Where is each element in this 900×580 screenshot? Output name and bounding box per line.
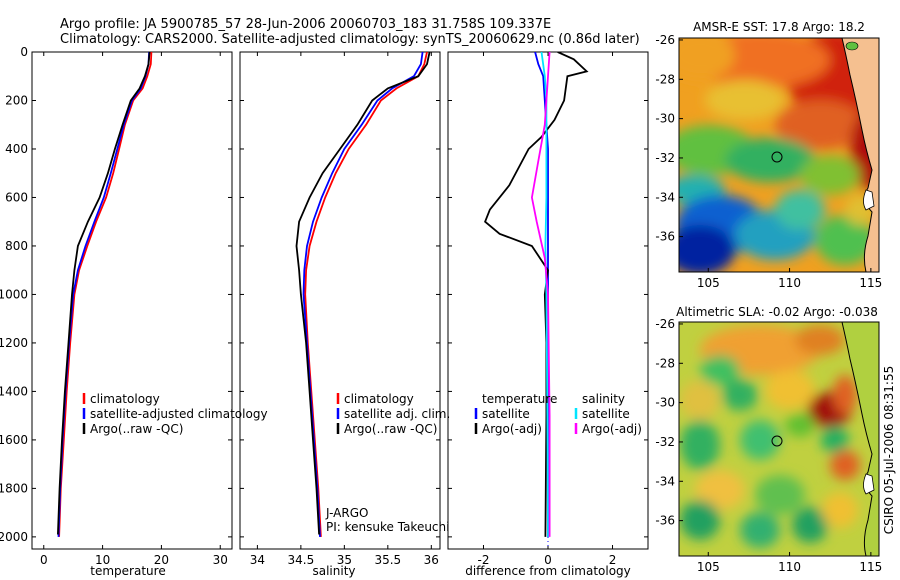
legend-label-temp-argo: Argo(-adj)	[482, 422, 542, 436]
annotation-program: J-ARGO	[325, 506, 368, 520]
sla-map-axes: 105 110 115 -26 -28 -30 -32 -34 -36	[655, 317, 882, 574]
series-line-satellite	[540, 52, 549, 537]
temperature-plot-frame	[31, 51, 233, 550]
x-tick-label: 20	[154, 553, 169, 567]
x-tick-label: 10	[95, 553, 110, 567]
sst-map-title: AMSR-E SST: 17.8 Argo: 18.2	[693, 20, 865, 34]
legend-label-sal-satellite: satellite	[582, 407, 630, 421]
salinity-series	[295, 52, 431, 537]
argo-location-marker	[771, 151, 783, 163]
y-tick-label: 400	[5, 142, 28, 156]
x-tick-label: 35.5	[374, 553, 401, 567]
y-tick-label: 200	[5, 93, 28, 107]
lon-tick-label: 110	[778, 560, 801, 574]
difference-xlabel: difference from climatology	[465, 564, 631, 578]
x-tick-label: 36	[424, 553, 439, 567]
lon-tick-label: 105	[697, 560, 720, 574]
y-tick-label: 2000	[0, 530, 28, 544]
lat-tick-label: -30	[655, 396, 675, 410]
australia-landmass	[841, 38, 879, 272]
lat-tick-label: -32	[655, 435, 675, 449]
legend-label-temp-satellite: satellite	[482, 407, 530, 421]
sst-map-axes: 105 110 115 -26 -28 -30 -32 -34 -36	[655, 33, 882, 290]
x-tick-label: 34.5	[288, 553, 315, 567]
lat-tick-label: -34	[655, 474, 675, 488]
australia-landmass	[841, 322, 879, 556]
y-tick-label: 1200	[0, 336, 28, 350]
sla-map-title: Altimetric SLA: -0.02 Argo: -0.038	[676, 305, 878, 319]
y-tick-label: 1000	[0, 287, 28, 301]
lat-tick-label: -36	[655, 230, 675, 244]
y-tick-label: 1800	[0, 481, 28, 495]
series-line-climatology	[58, 52, 153, 537]
legend-label-satellite: satellite adj. clim.	[344, 407, 450, 421]
lon-tick-label: 110	[778, 276, 801, 290]
x-tick-label: 0	[40, 553, 48, 567]
x-tick-label: 2	[609, 553, 617, 567]
difference-series	[484, 52, 589, 537]
legend-label-climatology: climatology	[90, 392, 160, 406]
series-line-argo-adj-	[530, 52, 551, 537]
lon-tick-label: 115	[859, 276, 882, 290]
header-line-2: Climatology: CARS2000. Satellite-adjuste…	[60, 32, 640, 47]
header-line-1: Argo profile: JA 5900785_57 28-Jun-2006 …	[60, 17, 551, 32]
temperature-x-axis: 0 10 20 30	[40, 52, 228, 567]
legend-title-salinity: salinity	[582, 392, 625, 406]
series-line-argo-adj-	[484, 52, 589, 537]
sla-map	[679, 322, 879, 556]
lat-tick-label: -28	[655, 356, 675, 370]
legend-label-argo: Argo(..raw -QC)	[344, 422, 437, 436]
legend-label-satellite: satellite-adjusted climatology	[90, 407, 268, 421]
x-tick-label: -2	[477, 553, 489, 567]
temperature-xlabel: temperature	[90, 564, 165, 578]
difference-legend: temperature satellite Argo(-adj) salinit…	[474, 392, 642, 436]
x-tick-label: 35	[337, 553, 352, 567]
lat-tick-label: -26	[655, 33, 675, 47]
annotation-pi: PI: kensuke Takeuchi	[326, 520, 449, 534]
y-tick-label: 1400	[0, 384, 28, 398]
y-tick-label: 0	[20, 45, 28, 59]
legend-title-temperature: temperature	[482, 392, 557, 406]
argo-location-marker	[771, 435, 783, 447]
lat-tick-label: -36	[655, 514, 675, 528]
csiro-timestamp: CSIRO 05-Jul-2006 08:31:55	[882, 366, 896, 534]
y-tick-label: 1600	[0, 433, 28, 447]
y-tick-label: 600	[5, 190, 28, 204]
series-line-argo-raw-qc-	[295, 52, 431, 535]
x-tick-label: 0	[544, 553, 552, 567]
lat-tick-label: -32	[655, 151, 675, 165]
salinity-plot-frame	[239, 51, 441, 550]
legend-label-argo: Argo(..raw -QC)	[90, 422, 183, 436]
lon-tick-label: 115	[859, 560, 882, 574]
lon-tick-label: 105	[697, 276, 720, 290]
lat-tick-label: -30	[655, 112, 675, 126]
salinity-legend: climatology satellite adj. clim. Argo(..…	[336, 392, 450, 436]
y-tick-label: 800	[5, 239, 28, 253]
x-tick-label: 34	[250, 553, 265, 567]
legend-label-sal-argo: Argo(-adj)	[582, 422, 642, 436]
temperature-legend: climatology satellite-adjusted climatolo…	[82, 392, 268, 436]
sst-map	[679, 38, 879, 272]
temperature-series	[57, 52, 153, 537]
lat-tick-label: -34	[655, 190, 675, 204]
salinity-xlabel: salinity	[312, 564, 355, 578]
lat-tick-label: -26	[655, 317, 675, 331]
depth-axis: 0 200 400 600 800 1000 1200 1400 1600 1800 2000	[0, 45, 648, 544]
salinity-x-axis: 34 34.5 35 35.5 36	[250, 52, 439, 567]
series-line-argo-raw-qc-	[57, 52, 151, 535]
x-tick-label: 30	[213, 553, 228, 567]
legend-label-climatology: climatology	[344, 392, 414, 406]
lat-tick-label: -28	[655, 72, 675, 86]
